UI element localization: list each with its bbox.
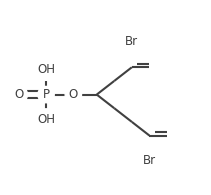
Circle shape [65, 86, 81, 103]
Text: Br: Br [125, 35, 138, 48]
Text: P: P [43, 88, 50, 101]
Text: OH: OH [37, 113, 55, 126]
Text: O: O [14, 88, 23, 101]
Circle shape [35, 109, 57, 131]
Circle shape [139, 151, 160, 171]
Circle shape [122, 32, 142, 52]
Circle shape [35, 58, 57, 80]
Text: Br: Br [143, 154, 156, 167]
Circle shape [10, 86, 27, 103]
Text: O: O [69, 88, 78, 101]
Text: OH: OH [37, 63, 55, 76]
Circle shape [38, 86, 54, 103]
